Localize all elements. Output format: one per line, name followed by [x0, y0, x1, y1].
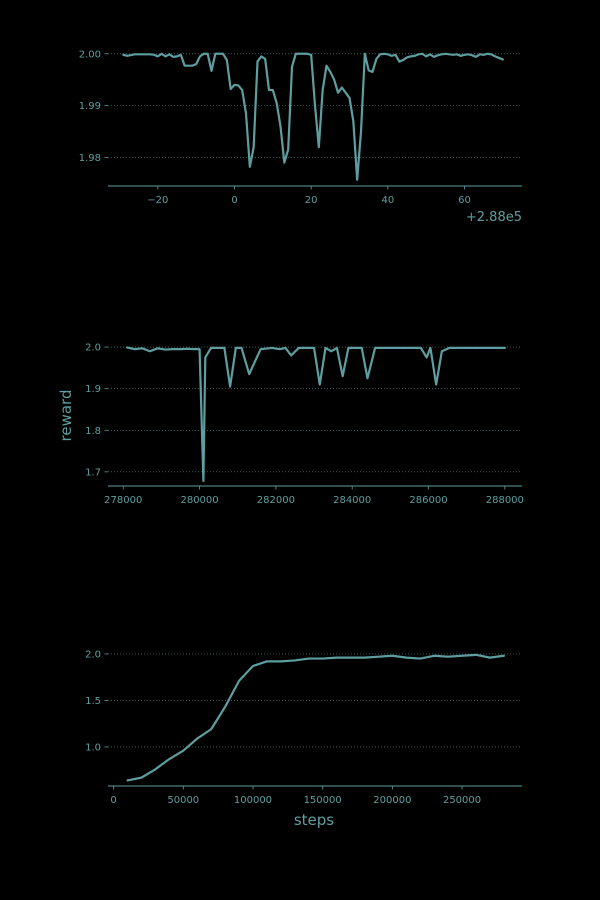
chart-middle-series-line	[125, 346, 506, 483]
chart-top-x-tick-label: 40	[381, 195, 394, 206]
chart-top-series-line	[122, 52, 504, 181]
chart-top-x-offset-label: +2.88e5	[466, 210, 522, 225]
chart-middle-x-tick-label: 284000	[333, 495, 371, 506]
chart-bottom-x-tick-label: 0	[110, 795, 116, 806]
chart-middle-x-tick-label: 288000	[486, 495, 524, 506]
chart-middle-x-tick-label: 280000	[180, 495, 218, 506]
chart-top-x-tick-label: −20	[147, 195, 168, 206]
chart-middle-y-tick-label: 2.0	[85, 343, 101, 354]
chart-middle-y-tick-label: 1.9	[85, 384, 101, 395]
chart-middle-y-tick-label: 1.8	[85, 426, 101, 437]
chart-top-y-tick-label: 2.00	[79, 49, 101, 60]
chart-bottom-y-tick-label: 1.0	[85, 742, 101, 753]
chart-bottom-series-line	[126, 653, 505, 782]
subplot-top: 1.98 1.99 2.00 −20 0 20 40 60 +2.88e5	[79, 49, 522, 225]
subplot-middle: 1.7 1.8 1.9 2.0 278000 280000 282000 284000 2860…	[57, 343, 524, 506]
chart-top-x-tick-label: 20	[305, 195, 318, 206]
chart-middle-x-tick-label: 286000	[409, 495, 447, 506]
chart-bottom-x-tick-label: 150000	[304, 795, 342, 806]
chart-bottom-y-tick-label: 1.5	[85, 696, 101, 707]
chart-bottom-x-tick-label: 250000	[443, 795, 481, 806]
chart-bottom-x-tick-label: 100000	[234, 795, 272, 806]
chart-top-y-tick-label: 1.99	[79, 101, 101, 112]
chart-bottom-x-tick-label: 50000	[167, 795, 199, 806]
chart-top-y-tick-label: 1.98	[79, 153, 101, 164]
chart-middle-y-axis-title: reward	[57, 390, 75, 442]
chart-bottom-x-tick-label: 200000	[373, 795, 411, 806]
subplot-bottom: 1.0 1.5 2.0 0 50000 100000 150000 200000 250000 s…	[85, 649, 522, 829]
chart-bottom-x-axis-title: steps	[294, 811, 334, 829]
chart-bottom-y-tick-label: 2.0	[85, 649, 101, 660]
chart-middle-y-tick-label: 1.7	[85, 467, 101, 478]
chart-top-x-tick-label: 0	[231, 195, 237, 206]
chart-middle-x-tick-label: 278000	[104, 495, 142, 506]
chart-middle-x-tick-label: 282000	[257, 495, 295, 506]
chart-top-x-tick-label: 60	[458, 195, 471, 206]
